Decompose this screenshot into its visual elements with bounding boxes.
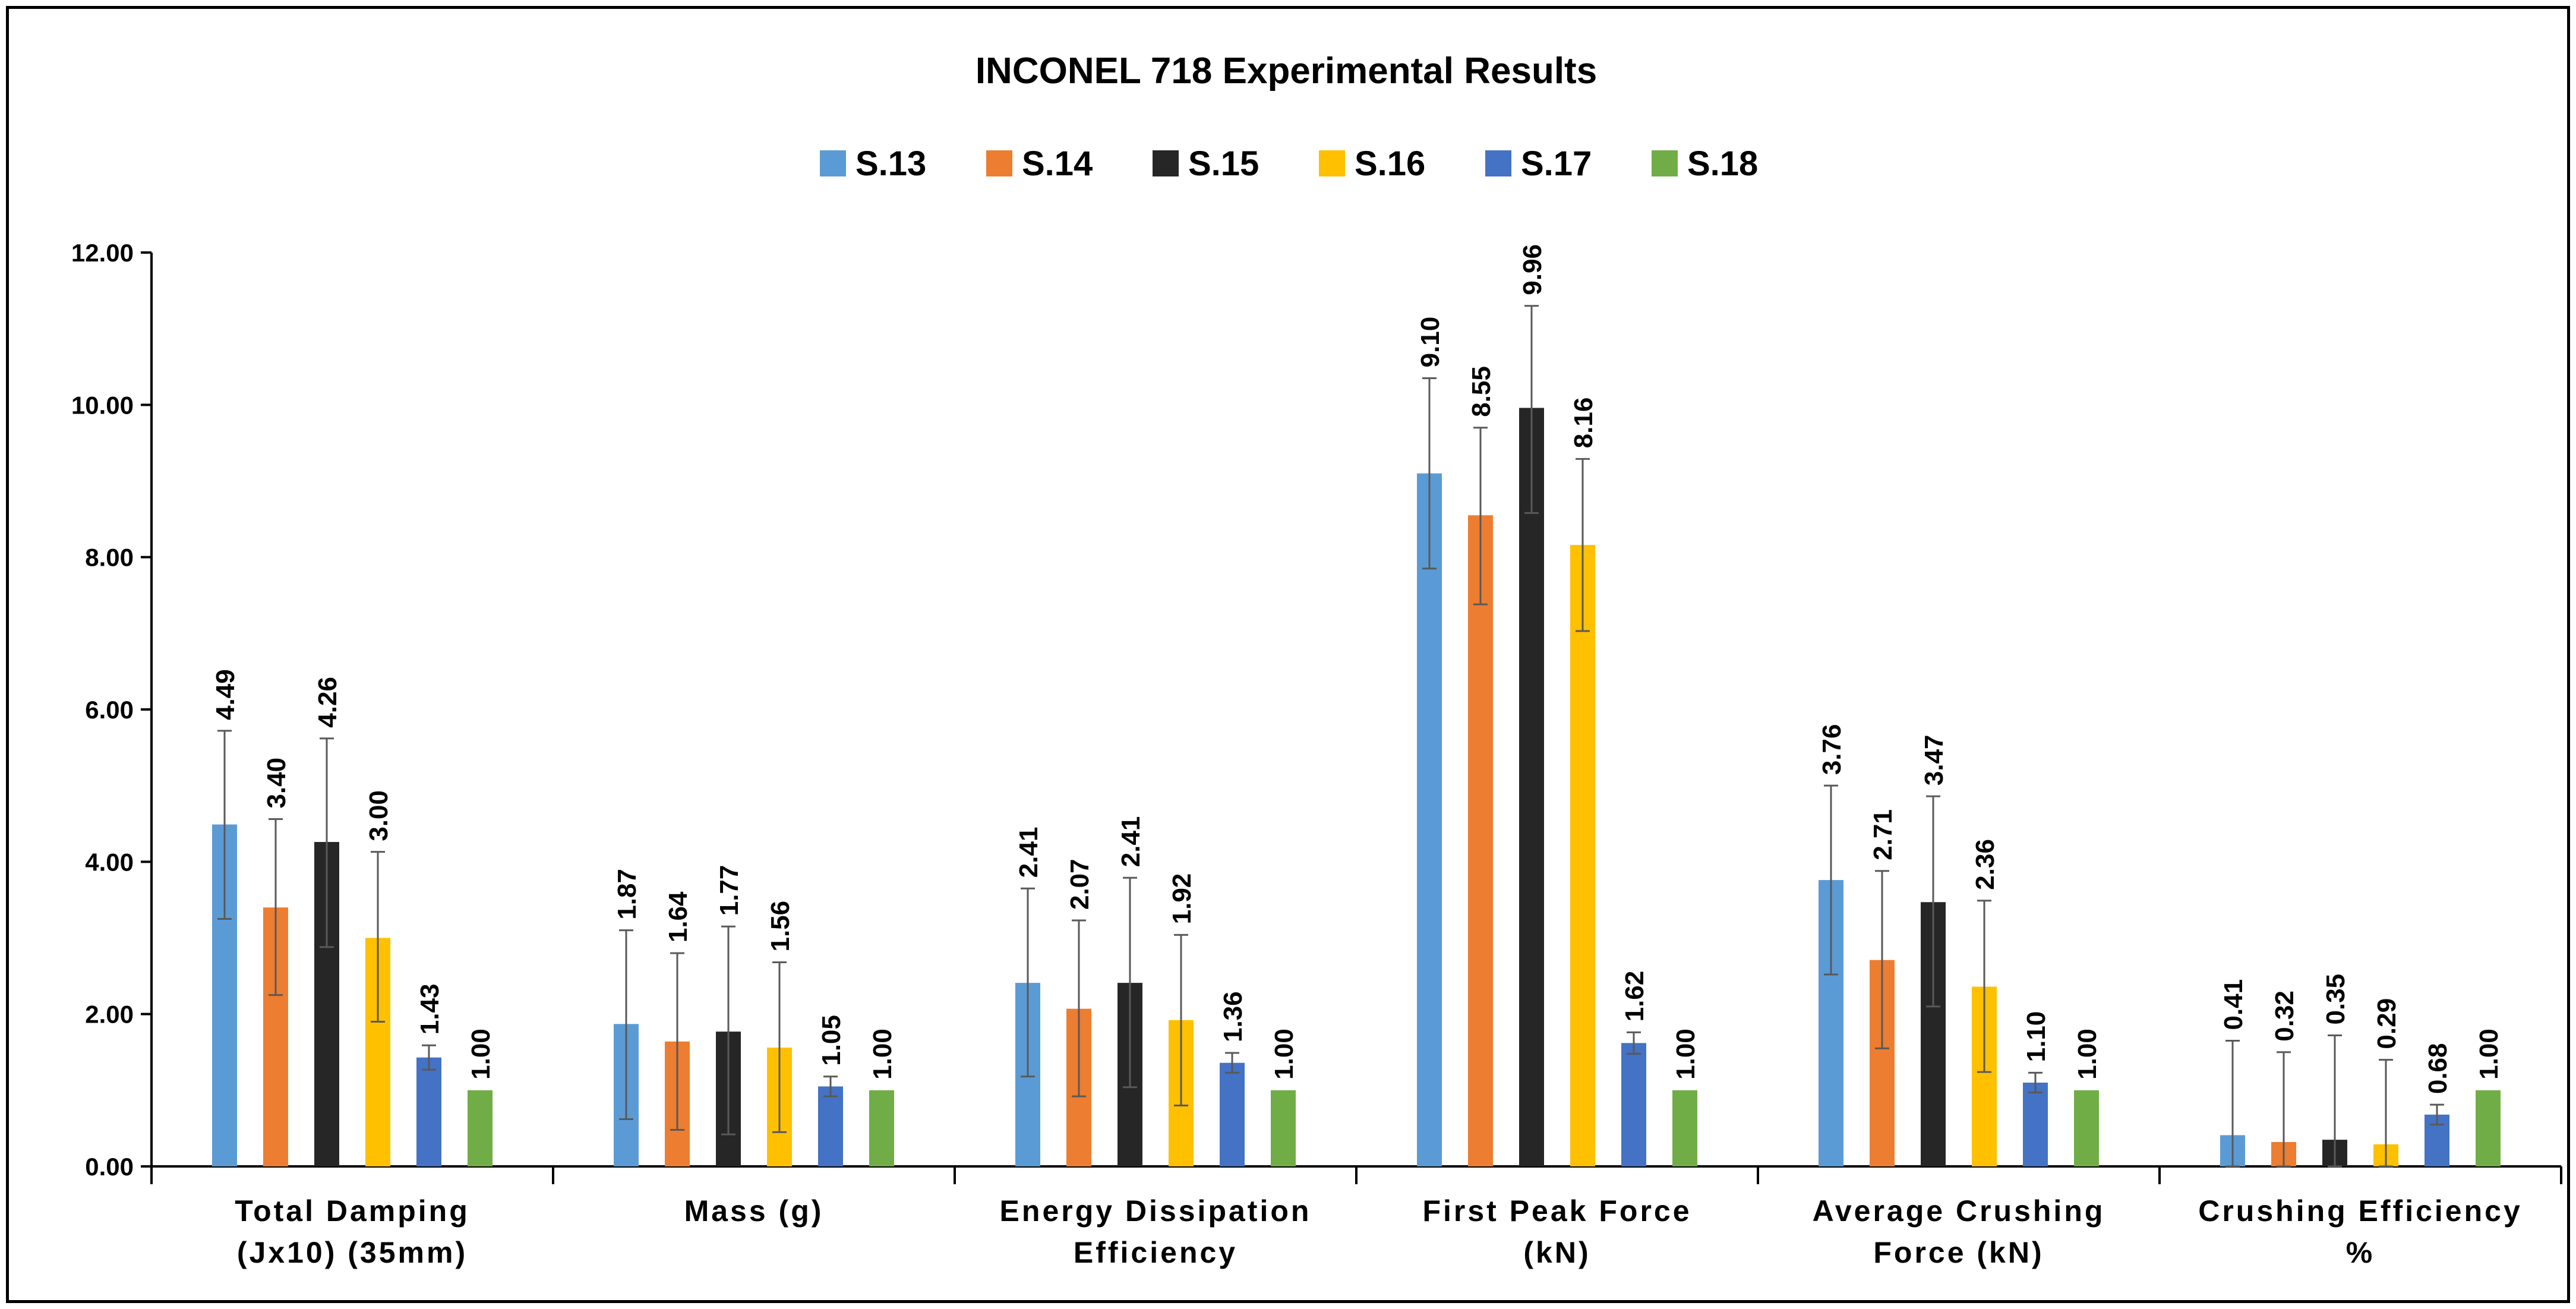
legend-swatch-s18 — [1652, 150, 1678, 176]
data-label: 0.35 — [2321, 974, 2350, 1025]
legend-swatch-s17 — [1485, 150, 1511, 176]
data-label: 0.29 — [2372, 998, 2401, 1049]
legend-swatch-s13 — [820, 150, 846, 176]
data-label: 8.16 — [1569, 398, 1598, 449]
data-label: 1.10 — [2022, 1011, 2051, 1062]
data-label: 0.32 — [2270, 991, 2299, 1042]
y-tick-label: 8.00 — [85, 544, 134, 572]
legend-label-s16: S.16 — [1355, 144, 1425, 183]
y-tick-label: 6.00 — [85, 696, 134, 724]
data-label: 1.00 — [2073, 1029, 2102, 1080]
data-label: 3.76 — [1817, 724, 1846, 775]
x-tick-label: Crushing Efficiency — [2198, 1194, 2523, 1228]
bar-s17 — [1220, 1062, 1245, 1166]
chart-title: INCONEL 718 Experimental Results — [976, 51, 1597, 92]
data-label: 0.68 — [2423, 1043, 2452, 1094]
bar-s18 — [2074, 1090, 2099, 1166]
legend-label-s17: S.17 — [1521, 144, 1592, 183]
bar-s14 — [1468, 515, 1493, 1166]
x-tick-label: Efficiency — [1074, 1236, 1238, 1269]
x-tick-label: (kN) — [1523, 1236, 1590, 1269]
data-label: 3.40 — [262, 758, 291, 809]
x-tick-label: Total Damping — [235, 1194, 470, 1228]
x-tick-label: Energy Dissipation — [1000, 1194, 1312, 1228]
data-label: 1.56 — [766, 901, 795, 952]
y-tick-label: 2.00 — [85, 1001, 134, 1029]
bar-s13 — [1417, 473, 1442, 1166]
bar-s18 — [1672, 1090, 1697, 1166]
bar-s16 — [1570, 545, 1595, 1167]
chart-frame: INCONEL 718 Experimental Results S.13 S.1… — [6, 6, 2570, 1303]
data-label: 1.36 — [1218, 991, 1248, 1042]
bar-s17 — [416, 1057, 441, 1166]
bar-s18 — [2476, 1090, 2501, 1166]
legend-swatch-s16 — [1319, 150, 1345, 176]
data-label: 2.71 — [1868, 809, 1898, 860]
legend-swatch-s15 — [1153, 150, 1179, 176]
legend-label-s14: S.14 — [1022, 144, 1093, 183]
bar-s17 — [818, 1086, 843, 1166]
data-label: 1.00 — [2474, 1029, 2504, 1080]
data-label: 1.87 — [613, 869, 642, 920]
data-label: 1.00 — [466, 1029, 495, 1080]
data-label: 1.00 — [868, 1029, 897, 1080]
data-label: 1.00 — [1270, 1029, 1299, 1080]
data-label: 1.92 — [1167, 873, 1197, 925]
data-label: 2.41 — [1014, 827, 1043, 878]
data-label: 4.49 — [211, 669, 240, 720]
data-label: 2.36 — [1971, 839, 2000, 890]
data-label: 9.10 — [1416, 317, 1445, 368]
legend-label-s15: S.15 — [1188, 144, 1259, 183]
data-label: 2.41 — [1116, 816, 1145, 868]
data-label: 4.26 — [313, 677, 342, 728]
legend-label-s13: S.13 — [855, 144, 926, 183]
data-label: 2.07 — [1065, 859, 1094, 910]
x-tick-label: First Peak Force — [1422, 1194, 1691, 1228]
bar-s18 — [869, 1090, 894, 1166]
data-label: 1.43 — [415, 984, 444, 1035]
x-tick-label: Mass (g) — [684, 1194, 824, 1228]
data-label: 8.55 — [1467, 366, 1496, 417]
data-label: 3.47 — [1920, 734, 1949, 786]
y-tick-label: 10.00 — [71, 391, 134, 419]
data-label: 1.64 — [664, 891, 693, 942]
data-label: 3.00 — [364, 790, 393, 841]
legend-label-s18: S.18 — [1687, 144, 1758, 183]
chart-svg: INCONEL 718 Experimental Results S.13 S.1… — [71, 51, 2562, 1269]
plot-area: 0.00 2.00 4.00 6.00 8.00 10.00 12.00 Total Damp… — [71, 239, 2562, 1269]
bar-s17 — [1621, 1043, 1646, 1166]
data-label: 0.41 — [2219, 979, 2248, 1030]
bar-s15 — [1519, 408, 1544, 1167]
data-label: 1.05 — [817, 1015, 846, 1066]
x-tick-label: % — [2346, 1236, 2375, 1269]
data-label: 1.00 — [1671, 1029, 1700, 1080]
x-tick-label: (Jx10) (35mm) — [237, 1236, 468, 1269]
data-label: 1.77 — [715, 865, 744, 916]
y-tick-label: 12.00 — [71, 239, 134, 267]
legend: S.13 S.14 S.15 S.16 S.17 S.18 — [820, 144, 1758, 183]
bar-s18 — [1271, 1090, 1296, 1166]
data-label: 1.62 — [1620, 971, 1649, 1022]
legend-swatch-s14 — [986, 150, 1012, 176]
x-tick-label: Force (kN) — [1873, 1236, 2044, 1269]
data-label: 9.96 — [1518, 244, 1547, 295]
y-tick-label: 4.00 — [85, 848, 134, 876]
x-tick-label: Average Crushing — [1813, 1194, 2105, 1228]
bar-s17 — [2023, 1083, 2048, 1166]
y-tick-label: 0.00 — [85, 1153, 134, 1181]
bar-s18 — [468, 1090, 493, 1166]
